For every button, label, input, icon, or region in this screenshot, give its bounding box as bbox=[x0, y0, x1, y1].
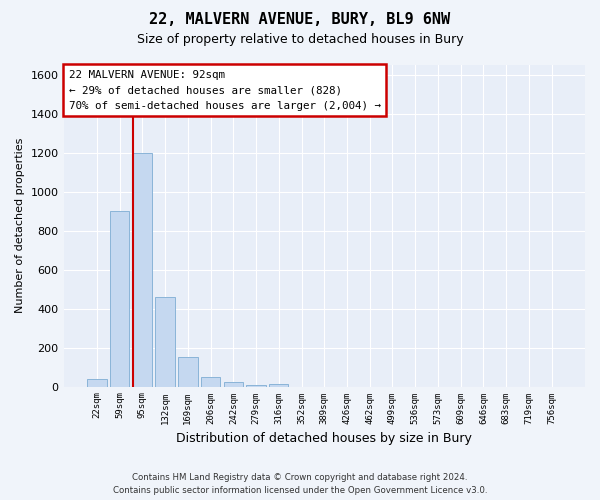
Bar bbox=[133, 152, 152, 386]
Bar bbox=[155, 297, 175, 386]
X-axis label: Distribution of detached houses by size in Bury: Distribution of detached houses by size … bbox=[176, 432, 472, 445]
Bar bbox=[110, 211, 130, 386]
Bar bbox=[269, 384, 289, 386]
Text: Size of property relative to detached houses in Bury: Size of property relative to detached ho… bbox=[137, 32, 463, 46]
Bar bbox=[178, 358, 197, 386]
Bar bbox=[201, 377, 220, 386]
Text: Contains HM Land Registry data © Crown copyright and database right 2024.
Contai: Contains HM Land Registry data © Crown c… bbox=[113, 474, 487, 495]
Bar bbox=[247, 384, 266, 386]
Text: 22 MALVERN AVENUE: 92sqm
← 29% of detached houses are smaller (828)
70% of semi-: 22 MALVERN AVENUE: 92sqm ← 29% of detach… bbox=[69, 70, 381, 111]
Text: 22, MALVERN AVENUE, BURY, BL9 6NW: 22, MALVERN AVENUE, BURY, BL9 6NW bbox=[149, 12, 451, 28]
Y-axis label: Number of detached properties: Number of detached properties bbox=[15, 138, 25, 314]
Bar bbox=[87, 379, 107, 386]
Bar bbox=[224, 382, 243, 386]
